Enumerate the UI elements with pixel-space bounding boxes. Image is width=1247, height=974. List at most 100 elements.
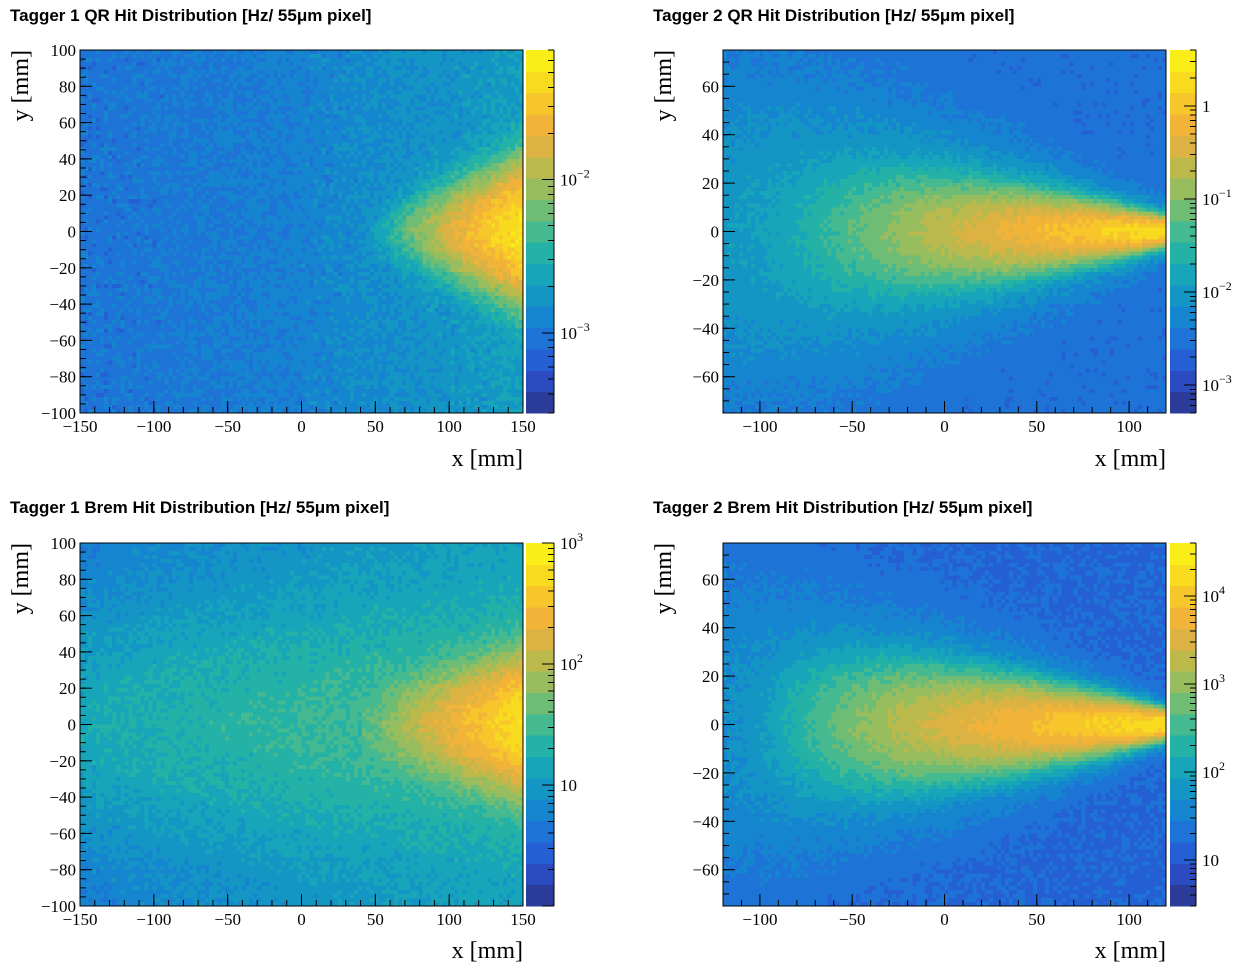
heatmap-cell (104, 126, 109, 132)
heatmap-cell (341, 203, 347, 208)
heatmap-cell (333, 114, 339, 120)
heatmap-cell (406, 195, 411, 200)
heatmap-cell (337, 191, 343, 196)
heatmap-cell (180, 203, 186, 208)
heatmap-cell (474, 94, 480, 99)
heatmap-cell (192, 74, 198, 79)
heatmap-cell (297, 215, 303, 220)
heatmap-cell (160, 102, 166, 108)
heatmap-cell (373, 183, 379, 188)
heatmap-cell (96, 171, 101, 176)
heatmap-cell (486, 195, 492, 200)
heatmap-cell (200, 130, 206, 136)
heatmap-cell (398, 171, 403, 176)
heatmap-cell (80, 110, 85, 116)
heatmap-cell (249, 66, 254, 71)
heatmap-cell (406, 54, 411, 59)
heatmap-cell (273, 179, 278, 184)
heatmap-cell (462, 70, 468, 75)
heatmap-cell (518, 219, 524, 225)
heatmap-cell (253, 166, 258, 172)
heatmap-cell (386, 215, 391, 220)
heatmap-cell (249, 215, 254, 220)
heatmap-cell (369, 195, 375, 200)
heatmap-cell (434, 166, 440, 172)
heatmap-cell (494, 98, 500, 104)
heatmap-cell (414, 122, 419, 128)
heatmap-cell (418, 90, 423, 95)
heatmap-cell (196, 54, 202, 59)
heatmap-cell (518, 142, 524, 148)
heatmap-cell (160, 154, 166, 160)
heatmap-cell (345, 114, 351, 120)
heatmap-cell (277, 54, 282, 59)
heatmap-cell (305, 122, 311, 128)
heatmap-cell (390, 74, 395, 79)
heatmap-cell (144, 54, 150, 59)
heatmap-cell (490, 134, 496, 140)
heatmap-cell (92, 207, 97, 212)
heatmap-cell (494, 215, 500, 220)
heatmap-cell (458, 154, 464, 160)
heatmap-cell (204, 175, 210, 180)
heatmap-cell (84, 142, 89, 148)
heatmap-cell (253, 175, 258, 180)
heatmap-cell (112, 175, 117, 180)
heatmap-cell (132, 78, 137, 83)
heatmap-cell (220, 110, 226, 116)
heatmap-cell (462, 94, 468, 99)
heatmap-cell (301, 98, 307, 104)
heatmap-cell (216, 58, 222, 63)
heatmap-cell (410, 102, 415, 108)
heatmap-cell (120, 223, 125, 229)
heatmap-cell (269, 106, 274, 112)
heatmap-cell (160, 126, 166, 132)
heatmap-cell (88, 171, 93, 176)
heatmap-cell (148, 175, 154, 180)
heatmap-cell (414, 227, 419, 233)
heatmap-cell (333, 171, 339, 176)
heatmap-cell (136, 154, 142, 160)
heatmap-cell (430, 158, 435, 164)
heatmap-cell (164, 215, 170, 220)
heatmap-cell (156, 183, 162, 188)
heatmap-cell (494, 102, 500, 108)
heatmap-cell (458, 82, 464, 87)
heatmap-cell (502, 82, 508, 87)
heatmap-cell (378, 86, 383, 91)
heatmap-cell (369, 171, 375, 176)
heatmap-cell (361, 50, 367, 55)
heatmap-cell (410, 183, 415, 188)
heatmap-cell (92, 146, 97, 152)
heatmap-cell (418, 78, 423, 83)
heatmap-cell (229, 195, 234, 200)
heatmap-cell (84, 146, 89, 152)
heatmap-cell (253, 78, 258, 83)
heatmap-cell (168, 150, 174, 156)
heatmap-cell (478, 118, 484, 124)
heatmap-cell (108, 231, 113, 237)
heatmap-cell (257, 94, 262, 99)
heatmap-cell (116, 150, 121, 156)
heatmap-cell (305, 179, 311, 184)
heatmap-cell (378, 187, 383, 192)
heatmap-cell (152, 223, 158, 229)
heatmap-cell (297, 122, 303, 128)
heatmap-cell (188, 62, 194, 67)
heatmap-cell (196, 138, 202, 144)
heatmap-cell (494, 166, 500, 172)
heatmap-cell (249, 158, 254, 164)
heatmap-cell (414, 154, 419, 160)
heatmap-cell (418, 158, 423, 164)
heatmap-cell (466, 166, 472, 172)
heatmap-cell (245, 231, 250, 237)
heatmap-cell (245, 211, 250, 216)
heatmap-cell (474, 118, 480, 124)
heatmap-cell (450, 90, 456, 95)
heatmap-cell (245, 166, 250, 172)
heatmap-cell (216, 203, 222, 208)
heatmap-cell (164, 106, 170, 112)
heatmap-cell (402, 219, 407, 225)
heatmap-cell (241, 58, 246, 63)
heatmap-cell (212, 114, 218, 120)
